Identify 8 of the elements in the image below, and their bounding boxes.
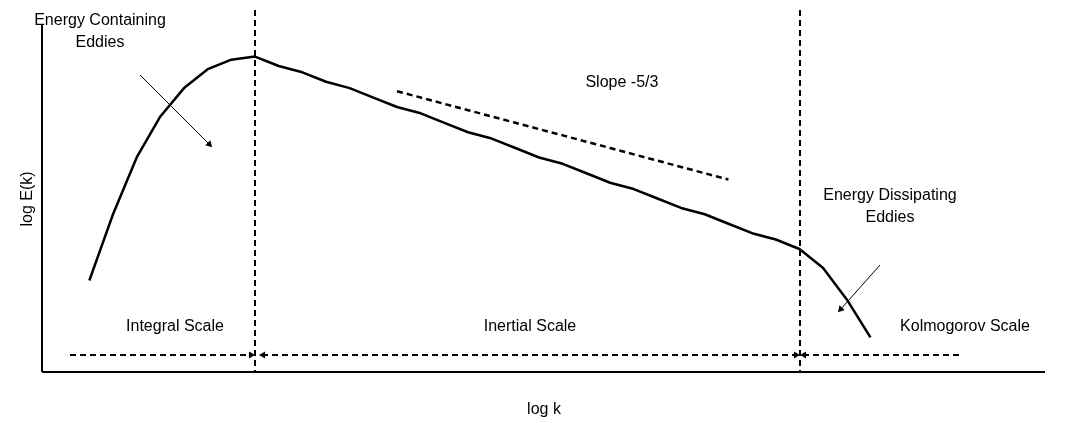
text: Slope -5/3 (585, 72, 659, 90)
x-axis-title: log k (527, 399, 562, 417)
annotation: Energy Dissipating Eddies (823, 186, 957, 225)
y-axis-title: log E(k) (17, 171, 35, 227)
annotation: Kolmogorov Scale (900, 317, 1031, 334)
text: Energy Containing Eddies (34, 11, 166, 50)
annotation: Integral Scale (126, 317, 225, 334)
annotation: Inertial Scale (483, 317, 577, 334)
